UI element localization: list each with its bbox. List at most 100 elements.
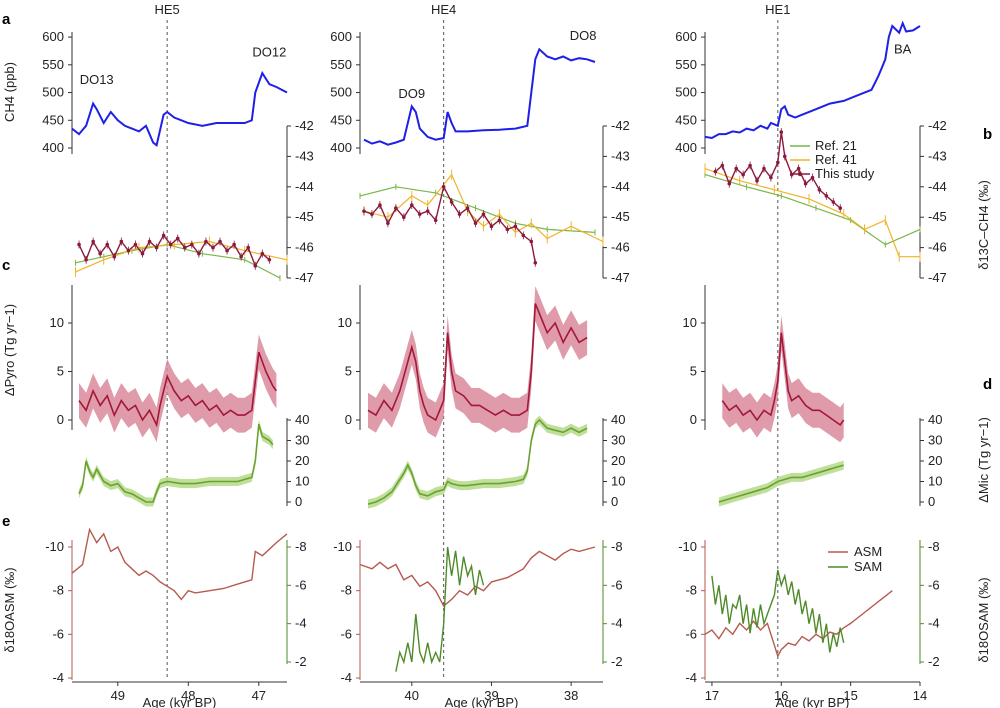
asm-tick-label: -8 xyxy=(685,583,697,598)
d13c-this-point xyxy=(720,163,725,168)
x-tick-label: 16 xyxy=(774,688,788,703)
pyro-tick-label: 5 xyxy=(57,364,64,379)
asm-series-he1 xyxy=(704,590,893,659)
d13c-this-point xyxy=(133,242,138,247)
pyro-series-he4 xyxy=(367,303,588,422)
ch4-axis-title: CH4 (ppb) xyxy=(2,62,17,122)
pyro-tick-label: 0 xyxy=(690,412,697,427)
d13c-tick-label: -43 xyxy=(295,148,314,163)
peak-label: DO8 xyxy=(570,28,597,43)
mic-tick-label: 0 xyxy=(611,494,618,509)
pyro-tick-label: 5 xyxy=(690,364,697,379)
x-tick-label: 15 xyxy=(843,688,857,703)
mic-tick-label: 30 xyxy=(295,433,309,448)
mic-tick-label: 20 xyxy=(928,453,942,468)
x-axis-title: Age (kyr BP) xyxy=(143,695,217,708)
column-he1: HE1400450500550600BA-42-43-44-45-46-4705… xyxy=(675,2,947,708)
ch4-series-he1 xyxy=(704,20,921,140)
d13c-this-point xyxy=(370,212,374,216)
d13c-tick-label: -46 xyxy=(295,240,314,255)
d13c-this-point xyxy=(140,251,145,256)
pyro-tick-label: 10 xyxy=(50,315,64,330)
legend-e-sam: SAM xyxy=(854,559,882,574)
d13c-tick-label: -44 xyxy=(611,179,630,194)
sam-tick-label: -2 xyxy=(295,654,307,669)
peak-label: DO13 xyxy=(80,72,114,87)
d13c-this-point xyxy=(225,248,229,253)
pyro-tick-label: 0 xyxy=(57,412,64,427)
d13c-tick-label: -46 xyxy=(928,240,947,255)
d13c-this-point xyxy=(497,218,502,223)
pyro-tick-label: 5 xyxy=(345,364,352,379)
mic-tick-label: 20 xyxy=(295,453,309,468)
d13c-this-point xyxy=(77,242,81,247)
x-tick-label: 49 xyxy=(111,688,125,703)
asm-tick-label: -4 xyxy=(52,670,64,685)
asm-tick-label: -8 xyxy=(340,583,352,598)
sam-tick-label: -4 xyxy=(611,616,623,631)
ch4-series-he4 xyxy=(363,47,596,146)
pyro-tick-label: 10 xyxy=(338,315,352,330)
d13c-this-point xyxy=(489,224,494,229)
d13c-this-point xyxy=(465,206,470,210)
d13c-this-point xyxy=(433,218,438,223)
d13c-tick-label: -47 xyxy=(928,270,947,285)
ch4-tick-label: 550 xyxy=(675,57,697,72)
d13c-this-point xyxy=(810,175,815,180)
d13c-tick-label: -42 xyxy=(611,118,630,133)
x-tick-label: 47 xyxy=(252,688,266,703)
mic-uncertainty-band xyxy=(718,460,844,507)
d13c-this-point xyxy=(211,245,215,250)
d13c-this-point xyxy=(190,242,194,247)
mic-tick-label: 30 xyxy=(928,433,942,448)
asm-series-he4 xyxy=(359,546,596,608)
mic-series-he4 xyxy=(367,418,588,505)
d13c-this-point xyxy=(253,264,258,268)
mic-axis-title: ΔMic (Tg yr−1) xyxy=(976,417,991,503)
pyro-axis-title: ΔPyro (Tg yr−1) xyxy=(2,304,17,396)
ch4-tick-label: 400 xyxy=(330,140,352,155)
d13c-this-point xyxy=(154,245,159,250)
d13c-this-point xyxy=(91,239,95,244)
legend-e-asm: ASM xyxy=(854,544,882,559)
asm-tick-label: -4 xyxy=(685,670,697,685)
figure-columns: HE5400450500550600DO13DO12-42-43-44-45-4… xyxy=(42,2,947,708)
sam-tick-label: -6 xyxy=(295,577,307,592)
x-tick-label: 48 xyxy=(181,688,195,703)
mic-series-he1 xyxy=(718,464,844,503)
d13c-this-point xyxy=(824,194,829,198)
asm-tick-label: -6 xyxy=(685,626,697,641)
x-tick-label: 17 xyxy=(705,688,719,703)
x-axis-title: Age (kyr BP) xyxy=(445,695,519,708)
d13c-tick-label: -43 xyxy=(611,148,630,163)
ch4-tick-label: 400 xyxy=(675,140,697,155)
d13c-this-point xyxy=(84,257,88,262)
ch4-tick-label: 500 xyxy=(330,85,352,100)
x-tick-label: 40 xyxy=(405,688,419,703)
d13c-tick-label: -47 xyxy=(295,270,314,285)
d13c-this-point xyxy=(126,248,131,253)
ch4-series-he5 xyxy=(71,70,288,147)
pyro-uncertainty-band xyxy=(368,286,588,438)
d13c-this-series xyxy=(78,234,270,268)
d13c-tick-label: -44 xyxy=(928,179,947,194)
pyro-uncertainty-band xyxy=(722,315,844,443)
event-label-he4: HE4 xyxy=(431,2,456,17)
d13c-tick-label: -42 xyxy=(928,118,947,133)
mic-uncertainty-band xyxy=(79,419,273,507)
d13c-ref41-series xyxy=(363,173,604,243)
ch4-tick-label: 600 xyxy=(42,29,64,44)
pyro-series-he5 xyxy=(78,351,278,428)
d13c-this-point xyxy=(779,130,784,134)
mic-tick-label: 30 xyxy=(611,433,625,448)
pyro-series-he1 xyxy=(721,332,845,427)
d13c-this-point xyxy=(838,206,843,210)
asm-axis-title: δ18OASM (‰) xyxy=(2,567,17,652)
d13c-this-point xyxy=(175,236,180,241)
d13c-this-point xyxy=(168,242,173,247)
ch4-tick-label: 500 xyxy=(42,85,64,100)
d13c-this-point xyxy=(521,233,526,238)
peak-label: DO12 xyxy=(252,45,286,60)
ch4-tick-label: 400 xyxy=(42,140,64,155)
